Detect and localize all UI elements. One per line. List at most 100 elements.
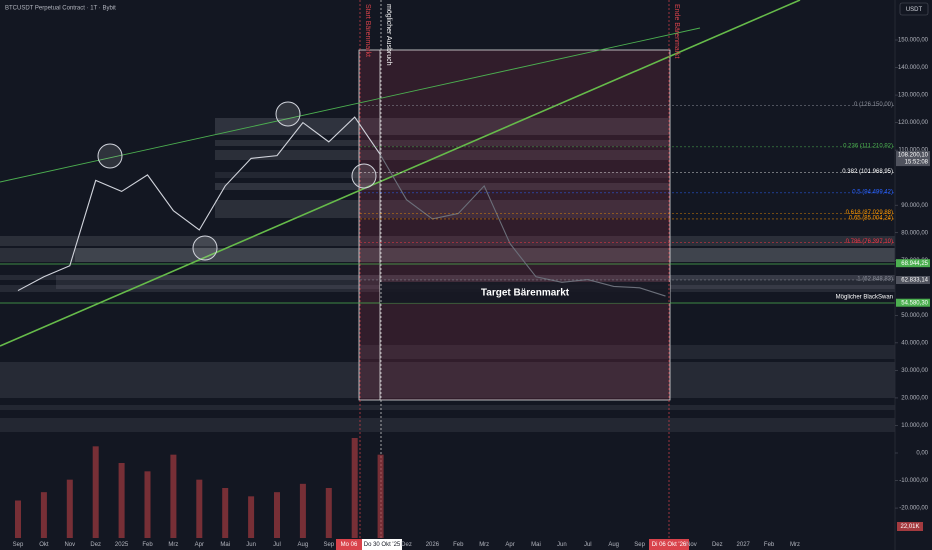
x-tick-label: Mrz [479, 542, 489, 548]
currency: USDT [906, 7, 923, 13]
price-box [896, 151, 930, 167]
x-tick-label: Dez [401, 542, 412, 548]
end-label: Ende Bärenmarkt [673, 4, 680, 59]
zone [215, 118, 670, 135]
bear-zone [358, 49, 671, 401]
x-tick-label: Feb [453, 542, 464, 548]
x-tick-label: Jun [557, 542, 567, 548]
cursor-label: Di 06 Okt '26 [652, 542, 687, 548]
y-tick-label: 30.000,00 [901, 368, 928, 374]
y-tick-label: -20.000,00 [899, 506, 928, 512]
cursor-label: Do 30 Okt '25 [364, 542, 401, 548]
x-tick-label: Aug [608, 542, 619, 548]
volume-bar [299, 483, 306, 538]
zone [75, 248, 895, 262]
x-tick-label: Apr [195, 542, 204, 548]
volume-bar [325, 488, 332, 538]
y-tick-label: 20.000,00 [901, 396, 928, 402]
blackswan-label: Möglicher BlackSwan [836, 295, 893, 301]
x-tick-label: Dez [90, 542, 101, 548]
cursor-box [362, 539, 402, 550]
zone [215, 140, 670, 146]
x-tick-label: 2026 [426, 542, 440, 548]
y-tick-label: 90.000,00 [901, 203, 928, 209]
start-label: Start Bärenmarkt [364, 4, 371, 57]
x-tick-label: Okt [39, 542, 49, 548]
volume-bar [222, 488, 229, 538]
x-tick-label: Nov [686, 542, 697, 548]
price-label: 68.944,25 [901, 261, 928, 267]
zone [360, 345, 895, 359]
volume-bar [144, 471, 151, 538]
currency-box [899, 2, 929, 16]
y-tick-label: 0,00 [916, 451, 928, 457]
cursor-label: Mo 06 [341, 542, 358, 548]
zone [215, 183, 670, 190]
fib-label: 0.786 (76.397,10) [846, 239, 893, 245]
fib-label: 0.382 (101.968,95) [842, 169, 893, 175]
y-tick-label: -10.000,00 [899, 478, 928, 484]
volume-bar [351, 438, 358, 538]
x-tick-label: Sep [13, 542, 24, 548]
price-box [896, 259, 930, 268]
x-tick-label: Jul [273, 542, 281, 548]
price-line [17, 116, 382, 292]
cursor-box [336, 539, 362, 550]
volume-bar [248, 496, 255, 538]
x-tick-label: Sep [323, 542, 334, 548]
volume-bar [170, 454, 177, 538]
fib-label: 1 (62.848,83) [857, 277, 893, 283]
price-box [896, 298, 930, 307]
highlight-circle [97, 143, 123, 169]
y-tick-label: 80.000,00 [901, 230, 928, 236]
x-tick-label: Nov [64, 542, 75, 548]
x-tick-label: Mrz [790, 542, 800, 548]
x-tick-label: Feb [142, 542, 153, 548]
zone [0, 236, 895, 246]
price-box [896, 275, 930, 284]
volume-bar [377, 454, 384, 538]
x-tick-label: Dez [712, 542, 723, 548]
volume-bar [92, 446, 99, 538]
zone [0, 275, 895, 280]
price-countdown: 15:52:08 [905, 160, 929, 166]
volume-box [897, 522, 923, 531]
trendline [0, 0, 801, 347]
y-tick-label: 120.000,00 [898, 120, 929, 126]
price-line [380, 154, 666, 297]
y-tick-label: 50.000,00 [901, 313, 928, 319]
y-tick-label: 140.000,00 [898, 65, 929, 71]
zone [0, 418, 895, 432]
price-label: 54.580,30 [901, 300, 928, 306]
target-box [380, 282, 670, 303]
y-tick-label: 40.000,00 [901, 340, 928, 346]
price-label: 108.200,10 [898, 153, 929, 159]
x-tick-label: 2027 [737, 542, 751, 548]
target-label: Target Bärenmarkt [481, 288, 570, 299]
volume-bar [196, 479, 203, 538]
x-tick-label: 2025 [115, 542, 129, 548]
zone [0, 405, 895, 410]
price-label: 62.833,14 [901, 278, 928, 284]
x-tick-label: Feb [764, 542, 775, 548]
fib-label: 0.5 (94.499,42) [852, 189, 893, 195]
x-tick-label: Sep [634, 542, 645, 548]
highlight-circle [351, 163, 377, 189]
x-tick-label: Mrz [168, 542, 178, 548]
highlight-circle [192, 235, 218, 261]
volume-label: 22,01K [900, 524, 919, 530]
volume-bar [40, 492, 47, 538]
fib-label: 0.236 (111.210,92) [843, 143, 893, 149]
y-tick-label: 10.000,00 [901, 423, 928, 429]
marks [15, 116, 666, 538]
fib-label: 0 (126.150,00) [854, 102, 893, 108]
zone [0, 248, 895, 262]
cursor-box [649, 539, 689, 550]
volume-bar [274, 492, 280, 538]
volume-bar [118, 463, 125, 538]
x-tick-label: Apr [505, 542, 514, 548]
y-tick-label: 130.000,00 [898, 93, 929, 99]
x-tick-label: Aug [298, 542, 309, 548]
